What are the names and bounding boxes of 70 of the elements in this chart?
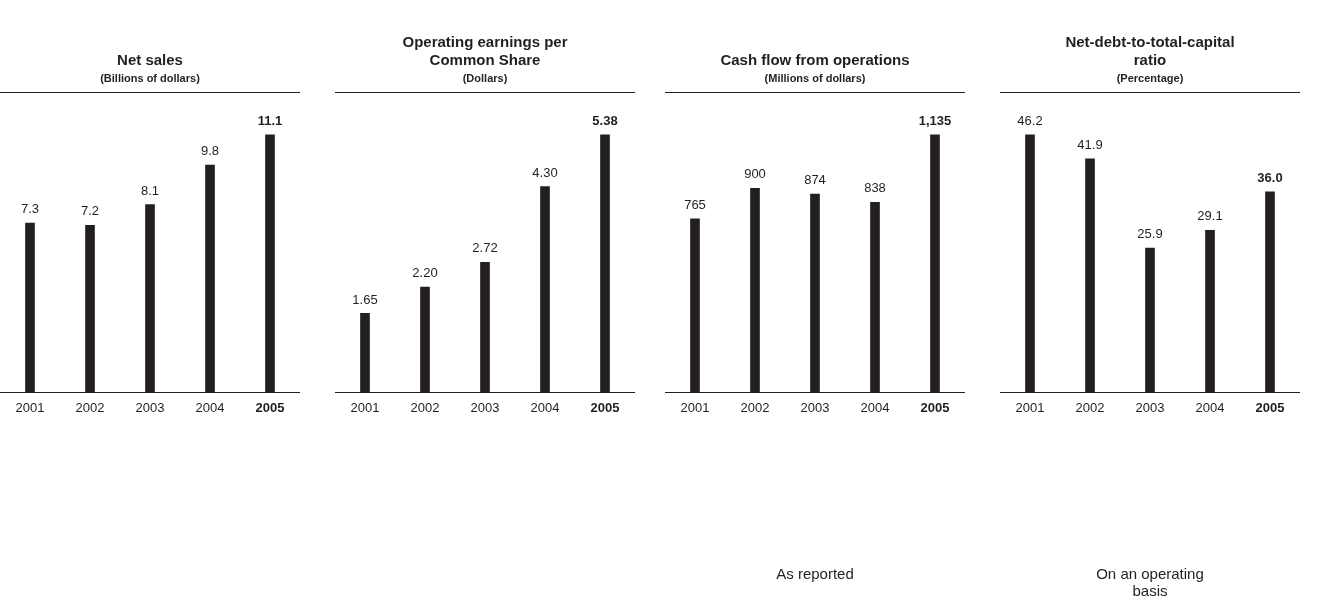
x-tick-label: 2004 [195,399,225,415]
bar [870,201,880,393]
x-tick-label: 2002 [75,399,105,415]
data-label: 900 [744,166,766,182]
x-tick-label: 2005 [255,399,285,415]
data-label: 8.1 [140,182,160,198]
x-tick-label: 2003 [135,399,165,415]
x-tick-label: 2001 [1015,399,1045,415]
data-label: 11.1 [257,112,283,128]
x-tick-label: 2005 [590,399,620,415]
bar [265,134,275,393]
x-tick-label: 2004 [530,399,560,415]
bar [810,193,820,393]
x-tick-label: 2005 [920,399,950,415]
chart-subtitle: (Millions of dollars) [763,72,867,84]
data-label: 765 [684,196,706,212]
data-label: 7.2 [80,203,100,219]
bar [1145,247,1155,393]
data-label: 41.9 [1077,136,1103,152]
x-tick-label: 2003 [800,399,830,415]
data-label: 25.9 [1137,226,1163,242]
chart-subtitle: (Percentage) [1115,72,1185,84]
chart-title: Net-debt-to-total-capital ratio [1064,33,1236,69]
data-label: 2.72 [472,240,498,256]
chart-subtitle: (Dollars) [461,72,509,84]
chart-title: Operating earnings per Common Share [401,33,569,69]
chart-title: Cash flow from operations [720,51,910,69]
data-label: 9.8 [200,143,220,159]
bar [25,222,35,393]
x-tick-label: 2001 [15,399,45,415]
data-label: 5.38 [592,112,618,128]
data-label: 4.30 [532,164,558,180]
data-label: 7.3 [20,201,40,217]
bar [750,187,760,393]
data-label: 1.65 [352,291,378,307]
bar [930,134,940,393]
bar [690,218,700,393]
bar [85,225,95,393]
data-label: 838 [864,180,886,196]
bar [1025,134,1035,393]
data-label: 2.20 [412,265,438,281]
bar [1085,158,1095,393]
text: On an operating basis [1095,565,1205,599]
bar [205,164,215,393]
text: As reported [775,565,855,582]
x-tick-label: 2004 [860,399,890,415]
x-tick-label: 2002 [410,399,440,415]
bar [480,261,490,393]
x-tick-label: 2002 [1075,399,1105,415]
chart-title: Net sales [116,51,184,69]
bar [1205,229,1215,393]
bar [145,204,155,393]
data-label: 1,135 [918,112,952,128]
data-label: 874 [804,172,826,188]
bar [360,313,370,393]
bar [420,286,430,393]
chart-subtitle: (Billions of dollars) [99,72,201,84]
bar [1265,191,1275,393]
x-tick-label: 2001 [350,399,380,415]
x-tick-label: 2004 [1195,399,1225,415]
x-tick-label: 2002 [740,399,770,415]
data-label: 46.2 [1017,112,1043,128]
data-label: 29.1 [1197,208,1223,224]
x-tick-label: 2003 [1135,399,1165,415]
x-tick-label: 2003 [470,399,500,415]
x-tick-label: 2005 [1255,399,1285,415]
bar [600,134,610,393]
bar [540,186,550,393]
x-tick-label: 2001 [680,399,710,415]
data-label: 36.0 [1257,169,1283,185]
